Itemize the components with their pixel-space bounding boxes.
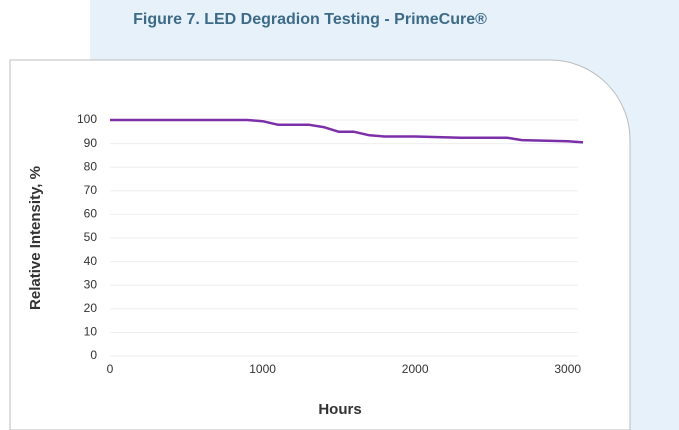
y-tick-label: 90 — [84, 136, 98, 150]
y-tick-label: 70 — [84, 183, 98, 197]
y-tick-label: 80 — [84, 159, 98, 173]
x-tick-label: 3000 — [554, 362, 581, 376]
y-axis-label: Relative Intensity, % — [27, 166, 44, 310]
y-tick-label: 0 — [90, 348, 97, 362]
y-tick-label: 100 — [77, 112, 97, 126]
y-tick-label: 30 — [84, 277, 98, 291]
y-tick-label: 40 — [84, 254, 98, 268]
chart-card — [9, 59, 631, 430]
y-tick-label: 60 — [84, 207, 98, 221]
x-tick-label: 0 — [107, 362, 114, 376]
x-tick-label: 2000 — [402, 362, 429, 376]
data-line — [110, 118, 584, 144]
y-tick-label: 10 — [84, 325, 98, 339]
x-tick-label: 1000 — [249, 362, 276, 376]
y-tick-label: 20 — [84, 301, 98, 315]
y-tick-label: 50 — [84, 230, 98, 244]
chart-title: Figure 7. LED Degradion Testing - PrimeC… — [133, 11, 487, 28]
x-axis-label: Hours — [318, 401, 361, 418]
